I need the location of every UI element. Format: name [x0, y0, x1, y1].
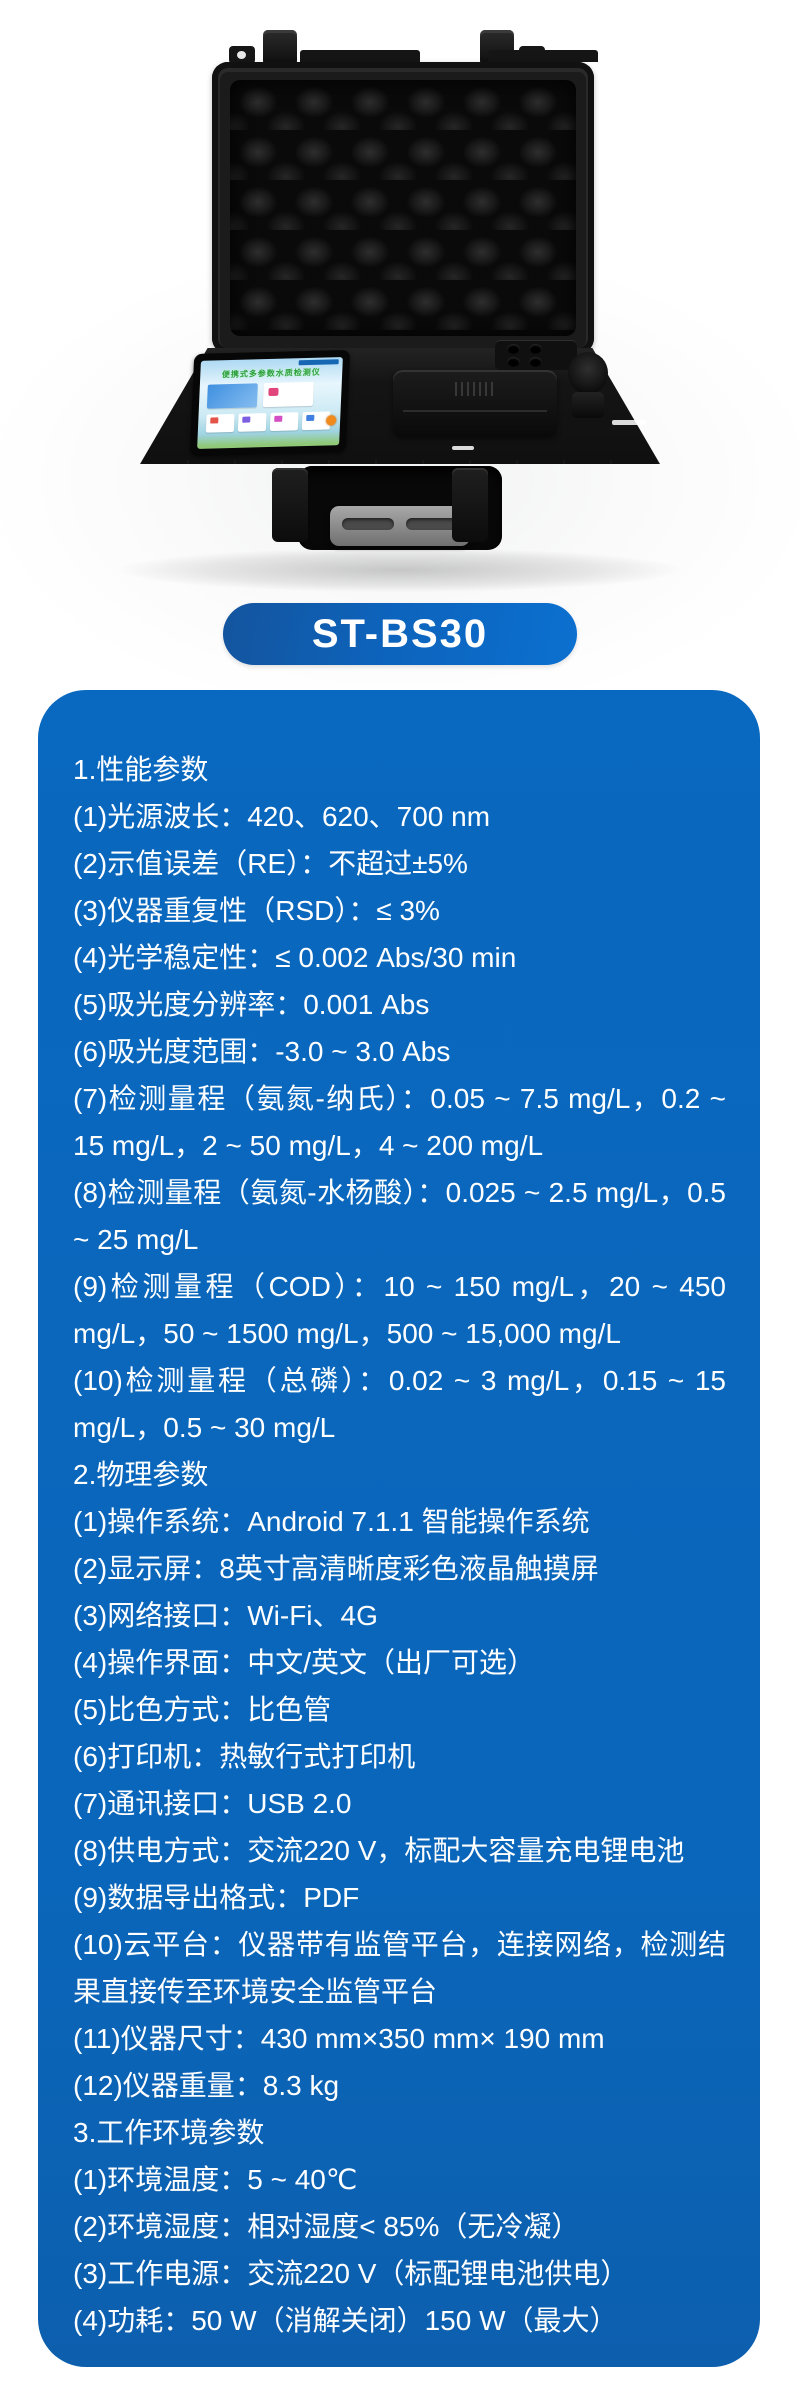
deck-label — [452, 446, 474, 450]
device-touchscreen: 便携式多参数水质检测仪 — [189, 349, 351, 457]
spec-list: 1.性能参数 (1)光源波长：420、620、700 nm (2)示值误差（RE）：… — [73, 746, 726, 2344]
spec-item: (7)检测量程（氨氮-纳氏）：0.05 ~ 7.5 mg/L，0.2 ~ 15 … — [73, 1083, 726, 1161]
spec-item: (8)检测量程（氨氮-水杨酸）：0.025 ~ 2.5 mg/L，0.5 ~ 2… — [73, 1177, 726, 1255]
spec-item: (12)仪器重量：8.3 kg — [73, 2070, 340, 2101]
front-clasp-right — [452, 468, 488, 542]
spec-item: (11)仪器尺寸：430 mm×350 mm× 190 mm — [73, 2023, 605, 2054]
spec-item: (3)网络接口：Wi-Fi、4G — [73, 1600, 378, 1631]
spec-item: (1)环境温度：5 ~ 40℃ — [73, 2164, 358, 2195]
spec-section-title: 3.工作环境参数 — [73, 2117, 265, 2148]
spec-item: (4)操作界面：中文/英文（出厂可选） — [73, 1647, 536, 1678]
carry-handle — [330, 506, 470, 546]
model-badge: ST-BS30 — [223, 603, 577, 665]
screen-tile — [262, 381, 314, 408]
spec-item: (7)通讯接口：USB 2.0 — [73, 1788, 352, 1819]
spec-item: (3)仪器重复性（RSD）：≤ 3% — [73, 895, 440, 926]
sample-tray — [495, 340, 577, 370]
screen-title: 便携式多参数水质检测仪 — [221, 367, 321, 380]
lid-ear-left — [229, 46, 255, 64]
sample-well — [507, 357, 520, 367]
spec-item: (2)示值误差（RE）：不超过±5% — [73, 848, 468, 879]
foam-insert — [230, 80, 576, 336]
spec-item: (3)工作电源：交流220 V（标配锂电池供电） — [73, 2258, 629, 2289]
drop-shadow — [120, 548, 680, 592]
spec-section-title: 2.物理参数 — [73, 1459, 209, 1490]
spec-item: (5)比色方式：比色管 — [73, 1694, 332, 1725]
spec-item: (9)检测量程（COD）：10 ~ 150 mg/L，20 ~ 450 mg/L… — [73, 1271, 726, 1349]
lid-hinge-left — [263, 30, 297, 66]
reagent-bottle-body — [572, 392, 604, 418]
spec-item: (4)功耗：50 W（消解关闭）150 W（最大） — [73, 2305, 618, 2336]
sample-well — [529, 344, 542, 354]
spec-item: (2)显示屏：8英寸高清晰度彩色液晶触摸屏 — [73, 1553, 599, 1584]
spec-item: (6)打印机：热敏行式打印机 — [73, 1741, 416, 1772]
screen-help-dot — [325, 415, 337, 426]
spec-item: (9)数据导出格式：PDF — [73, 1882, 360, 1913]
spec-item: (1)光源波长：420、620、700 nm — [73, 801, 491, 832]
spec-item: (8)供电方式：交流220 V，标配大容量充电锂电池 — [73, 1835, 685, 1866]
spec-item: (10)云平台：仪器带有监管平台，连接网络，检测结果直接传至环境安全监管平台 — [73, 1929, 726, 2007]
lid-top-step — [488, 50, 598, 62]
product-photo: 便携式多参数水质检测仪 — [0, 0, 800, 690]
sample-well — [507, 344, 520, 354]
spec-item: (1)操作系统：Android 7.1.1 智能操作系统 — [73, 1506, 590, 1537]
spec-item: (2)环境湿度：相对湿度< 85%（无冷凝） — [73, 2211, 580, 2242]
screen-tile — [237, 413, 267, 432]
front-clasp-left — [272, 468, 308, 542]
device-screen-ui: 便携式多参数水质检测仪 — [197, 357, 343, 449]
spec-item: (5)吸光度分辨率：0.001 Abs — [73, 989, 430, 1020]
spec-item: (10)检测量程（总磷）：0.02 ~ 3 mg/L，0.15 ~ 15 mg/… — [73, 1365, 726, 1443]
deck-label — [612, 420, 646, 425]
printer-grille — [455, 382, 495, 396]
screen-statusbar — [298, 359, 339, 366]
screen-tile — [205, 413, 235, 433]
sample-well — [529, 357, 542, 367]
model-badge-label: ST-BS30 — [311, 611, 489, 656]
spec-item: (4)光学稳定性：≤ 0.002 Abs/30 min — [73, 942, 517, 973]
screen-tile — [206, 383, 258, 409]
lid-top-step — [300, 50, 420, 62]
spec-panel: 1.性能参数 (1)光源波长：420、620、700 nm (2)示值误差（RE）：… — [38, 690, 760, 2367]
printer-module — [393, 370, 557, 436]
spec-item: (6)吸光度范围：-3.0 ~ 3.0 Abs — [73, 1036, 451, 1067]
spec-section-title: 1.性能参数 — [73, 754, 209, 785]
reagent-bottle-cap — [568, 352, 608, 394]
screen-tile — [269, 412, 299, 432]
